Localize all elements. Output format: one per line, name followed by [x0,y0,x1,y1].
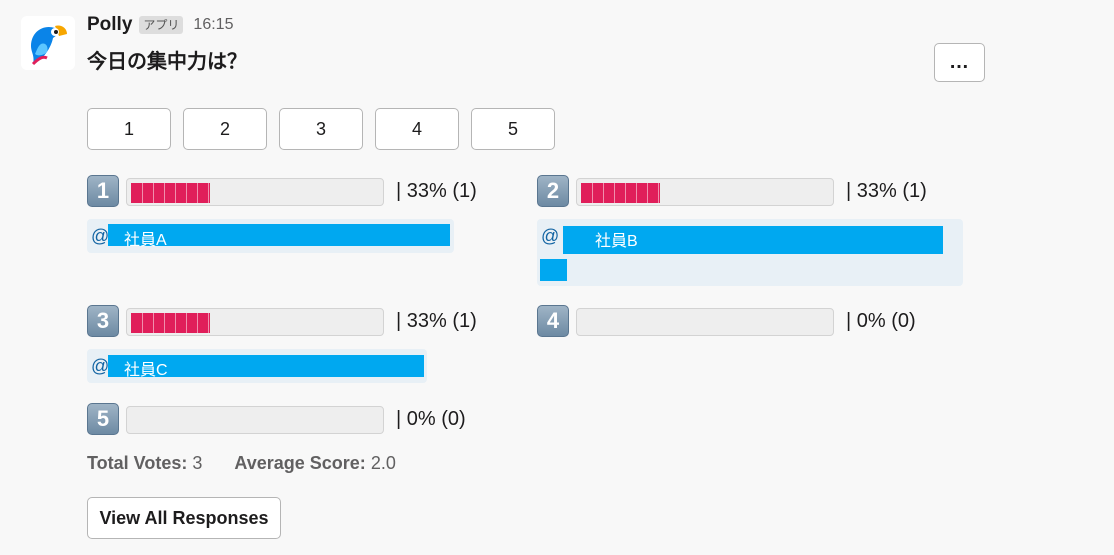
option-4-bar [576,308,834,336]
bar-segment [658,183,659,203]
poll-summary: Total Votes: 3 Average Score: 2.0 [87,453,396,474]
option-1-percent: | 33% (1) [396,180,477,202]
message-timestamp[interactable]: 16:15 [193,16,234,33]
option-3-keycap-icon: 3 [87,305,119,337]
bar-segment [164,183,165,203]
option-1-voters: @ 社員A [87,219,454,253]
bar-segment [625,183,626,203]
voter-name-c[interactable]: 社員C [124,362,168,379]
bar-segment [142,183,143,203]
option-1-keycap-icon: 1 [87,175,119,207]
bar-segment [197,313,198,333]
bar-segment [186,313,187,333]
voter-mention-at: @ [91,226,110,246]
sender-name[interactable]: Polly [87,14,133,35]
bar-segment [153,313,154,333]
bar-segment [208,183,209,203]
polly-avatar[interactable] [21,16,75,70]
bar-segment [153,183,154,203]
bar-segment [647,183,648,203]
option-3-percent: | 33% (1) [396,310,477,332]
option-3-bar [126,308,384,336]
option-2-voters: @ 社員B [537,219,963,286]
bar-segment [636,183,637,203]
option-5-keycap-icon: 5 [87,403,119,435]
app-badge: アプリ [139,16,184,34]
poll-question: 今日の集中力は？ [87,51,247,73]
bar-segment [208,313,209,333]
option-5-bar [126,406,384,434]
voter-name-b[interactable]: 社員B [595,233,638,250]
average-score-label: Average Score: [234,453,366,473]
option-4-percent: | 0% (0) [846,310,916,332]
vote-button-4[interactable]: 4 [375,108,459,150]
bar-segment [186,183,187,203]
vote-button-2[interactable]: 2 [183,108,267,150]
bar-segment [175,183,176,203]
option-5-percent: | 0% (0) [396,408,466,430]
bar-segment [197,183,198,203]
total-votes-label: Total Votes: [87,453,188,473]
option-2-percent: | 33% (1) [846,180,927,202]
bar-segment [614,183,615,203]
voter-mention-at: @ [541,226,560,246]
option-2-keycap-icon: 2 [537,175,569,207]
message-header: Polly アプリ 16:15 [87,14,233,36]
vote-button-3[interactable]: 3 [279,108,363,150]
bar-segment [164,313,165,333]
option-1-bar [126,178,384,206]
ellipsis-icon: … [949,51,970,73]
vote-button-1[interactable]: 1 [87,108,171,150]
voter-mention-at: @ [91,356,110,376]
redaction-block [540,259,567,281]
voter-name-a[interactable]: 社員A [124,232,167,249]
polly-parrot-logo-icon [31,25,67,66]
bar-segment [175,313,176,333]
bar-segment [592,183,593,203]
more-actions-button[interactable]: … [934,43,985,82]
option-4-keycap-icon: 4 [537,305,569,337]
redaction-block [108,355,424,377]
option-2-bar [576,178,834,206]
option-2-bar-fill [581,183,660,203]
redaction-block [108,224,450,246]
view-all-responses-button[interactable]: View All Responses [87,497,281,539]
option-1-bar-fill [131,183,210,203]
option-3-bar-fill [131,313,210,333]
bar-segment [142,313,143,333]
vote-button-5[interactable]: 5 [471,108,555,150]
average-score-value: 2.0 [370,453,396,473]
redaction-block [563,226,943,254]
bar-segment [603,183,604,203]
option-3-voters: @ 社員C [87,349,427,383]
total-votes-value: 3 [192,453,203,473]
